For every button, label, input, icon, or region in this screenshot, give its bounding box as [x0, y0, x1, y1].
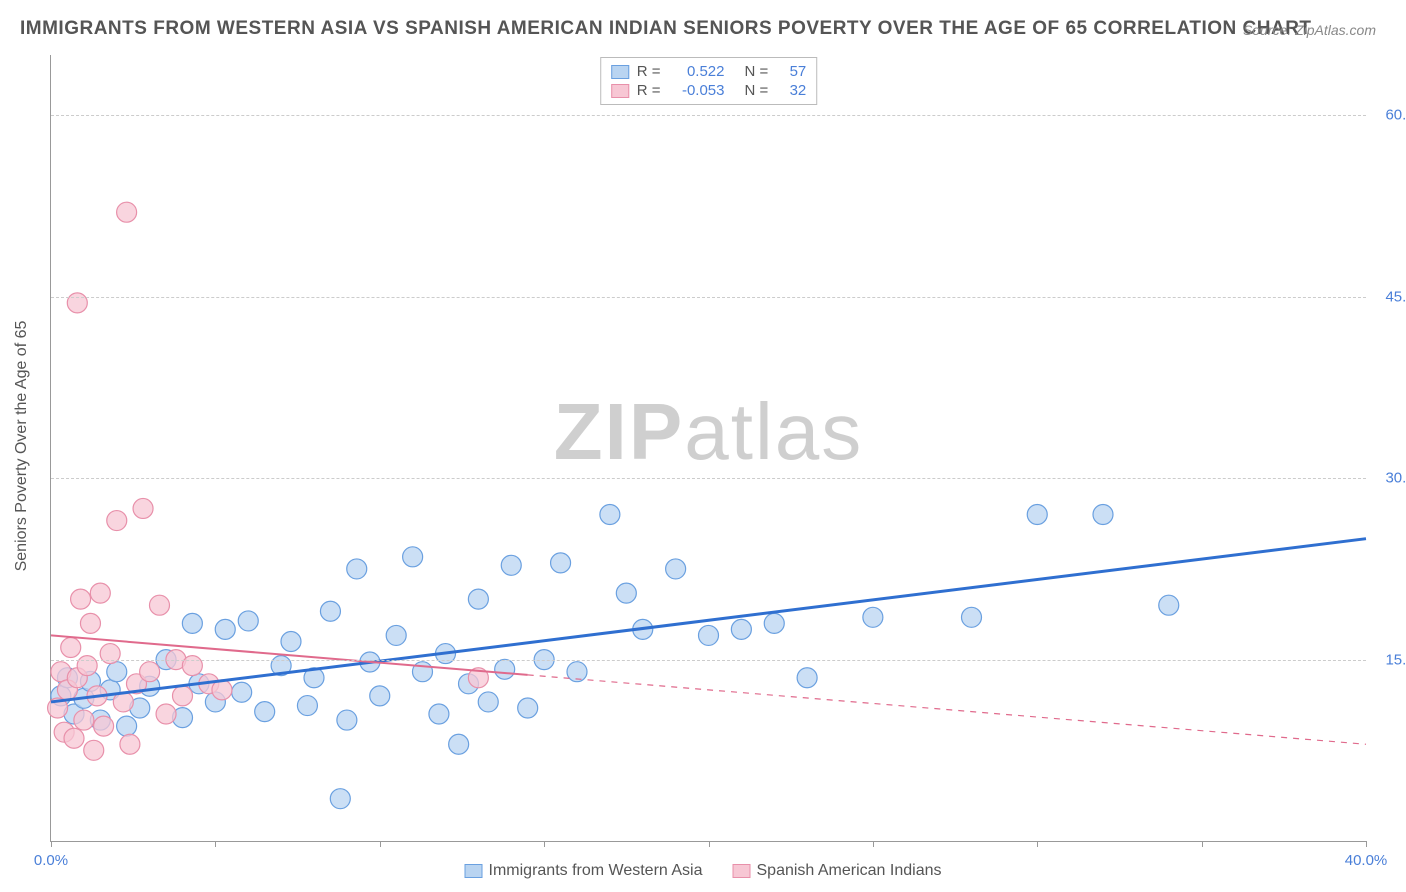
scatter-svg: [51, 55, 1366, 841]
data-point: [255, 702, 275, 722]
y-tick-label: 60.0%: [1385, 107, 1406, 124]
y-tick-label: 15.0%: [1385, 651, 1406, 668]
legend-swatch: [465, 864, 483, 878]
data-point: [238, 611, 258, 631]
data-point: [320, 601, 340, 621]
data-point: [370, 686, 390, 706]
series-legend: Immigrants from Western Asia Spanish Amer…: [465, 862, 942, 880]
data-point: [347, 559, 367, 579]
series-legend-item: Immigrants from Western Asia: [465, 862, 703, 880]
data-point: [386, 625, 406, 645]
data-point: [764, 613, 784, 633]
source-label: Source: ZipAtlas.com: [1243, 22, 1376, 38]
data-point: [449, 734, 469, 754]
x-tick-label: 0.0%: [34, 852, 68, 869]
data-point: [1027, 505, 1047, 525]
data-point: [731, 619, 751, 639]
data-point: [74, 710, 94, 730]
data-point: [501, 555, 521, 575]
data-point: [232, 682, 252, 702]
data-point: [495, 659, 515, 679]
data-point: [429, 704, 449, 724]
data-point: [215, 619, 235, 639]
data-point: [1093, 505, 1113, 525]
data-point: [84, 740, 104, 760]
x-tick: [1366, 841, 1367, 847]
data-point: [90, 583, 110, 603]
y-tick-label: 45.0%: [1385, 288, 1406, 305]
data-point: [297, 696, 317, 716]
data-point: [117, 716, 137, 736]
data-point: [133, 498, 153, 518]
data-point: [64, 728, 84, 748]
gridline-h: [51, 478, 1366, 479]
data-point: [173, 686, 193, 706]
data-point: [156, 704, 176, 724]
gridline-h: [51, 660, 1366, 661]
data-point: [120, 734, 140, 754]
data-point: [797, 668, 817, 688]
x-tick: [380, 841, 381, 847]
trend-line-dashed: [528, 675, 1366, 744]
data-point: [337, 710, 357, 730]
data-point: [330, 789, 350, 809]
data-point: [182, 613, 202, 633]
x-tick: [544, 841, 545, 847]
data-point: [107, 662, 127, 682]
data-point: [107, 511, 127, 531]
data-point: [117, 202, 137, 222]
chart-title: IMMIGRANTS FROM WESTERN ASIA VS SPANISH …: [20, 18, 1312, 40]
x-tick: [1037, 841, 1038, 847]
x-tick: [709, 841, 710, 847]
data-point: [666, 559, 686, 579]
y-axis-label: Seniors Poverty Over the Age of 65: [13, 321, 31, 572]
data-point: [551, 553, 571, 573]
data-point: [71, 589, 91, 609]
data-point: [699, 625, 719, 645]
gridline-h: [51, 297, 1366, 298]
data-point: [149, 595, 169, 615]
data-point: [1159, 595, 1179, 615]
x-tick-label: 40.0%: [1345, 852, 1388, 869]
x-tick: [1202, 841, 1203, 847]
chart-plot-area: ZIPatlas R =0.522N =57R =-0.053N =32 15.…: [50, 55, 1366, 842]
legend-swatch: [732, 864, 750, 878]
data-point: [616, 583, 636, 603]
data-point: [140, 662, 160, 682]
x-tick: [215, 841, 216, 847]
data-point: [600, 505, 620, 525]
series-legend-label: Spanish American Indians: [756, 862, 941, 879]
data-point: [281, 631, 301, 651]
data-point: [80, 613, 100, 633]
data-point: [962, 607, 982, 627]
data-point: [94, 716, 114, 736]
data-point: [61, 638, 81, 658]
data-point: [403, 547, 423, 567]
series-legend-label: Immigrants from Western Asia: [489, 862, 703, 879]
data-point: [863, 607, 883, 627]
x-tick: [873, 841, 874, 847]
data-point: [468, 589, 488, 609]
gridline-h: [51, 115, 1366, 116]
data-point: [518, 698, 538, 718]
x-tick: [51, 841, 52, 847]
y-tick-label: 30.0%: [1385, 470, 1406, 487]
series-legend-item: Spanish American Indians: [732, 862, 941, 880]
data-point: [478, 692, 498, 712]
